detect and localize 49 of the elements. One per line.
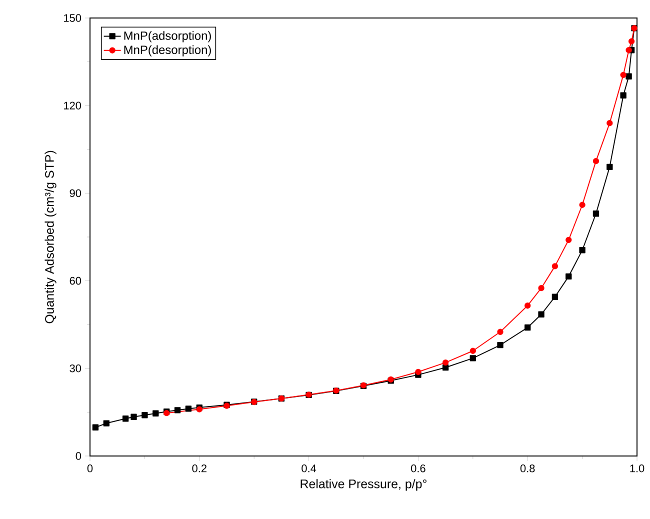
point	[628, 38, 635, 44]
point	[497, 328, 504, 335]
point	[566, 273, 572, 280]
legend-label: MnP(adsorption)	[124, 31, 211, 42]
point	[606, 120, 613, 126]
x-axis-title: Relative Pressure, p/p°	[300, 479, 426, 491]
point	[415, 368, 422, 375]
legend-label: MnP(desorption)	[124, 45, 211, 56]
point	[592, 210, 600, 217]
point	[592, 158, 600, 164]
x-tick-label: 0.8	[520, 464, 535, 472]
point	[626, 73, 632, 80]
point	[579, 202, 586, 208]
point	[470, 348, 476, 354]
point	[620, 72, 626, 78]
point	[152, 410, 159, 416]
y-tick-label: 150	[64, 14, 82, 22]
point	[130, 414, 137, 420]
point	[538, 285, 544, 292]
y-tick-label: 60	[70, 276, 82, 285]
point	[442, 359, 449, 366]
y-axis-title: Quantity Adsorbed (cm³/g STP)	[44, 150, 56, 324]
y-tick-label: 90	[70, 189, 82, 198]
point	[92, 424, 99, 430]
point	[174, 407, 181, 414]
y-tick-label: 30	[70, 364, 82, 372]
point	[185, 406, 192, 412]
x-tick-label: 1.0	[630, 464, 644, 472]
point	[524, 302, 531, 309]
x-tick-label: 0.2	[192, 464, 206, 472]
point	[566, 236, 572, 244]
point	[538, 311, 544, 318]
point	[579, 247, 586, 254]
x-tick-label: 0	[87, 464, 93, 472]
point	[552, 294, 558, 300]
point	[524, 324, 531, 331]
point	[142, 412, 148, 418]
x-tick-label: 0.4	[302, 464, 316, 472]
point	[470, 355, 476, 362]
x-tick-label: 0.6	[411, 464, 426, 472]
point	[626, 47, 632, 54]
point	[552, 263, 558, 270]
y-tick-label: 120	[64, 102, 82, 110]
point	[122, 416, 129, 422]
y-tick-label: 0	[76, 452, 82, 460]
point	[103, 420, 110, 426]
point	[620, 92, 626, 98]
point	[606, 164, 613, 170]
point	[497, 342, 504, 348]
